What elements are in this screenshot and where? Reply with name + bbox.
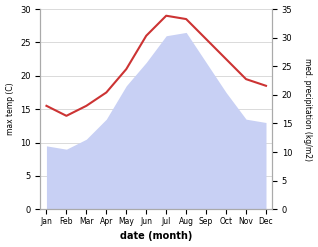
- Y-axis label: max temp (C): max temp (C): [5, 83, 15, 135]
- X-axis label: date (month): date (month): [120, 231, 192, 242]
- Y-axis label: med. precipitation (kg/m2): med. precipitation (kg/m2): [303, 58, 313, 161]
